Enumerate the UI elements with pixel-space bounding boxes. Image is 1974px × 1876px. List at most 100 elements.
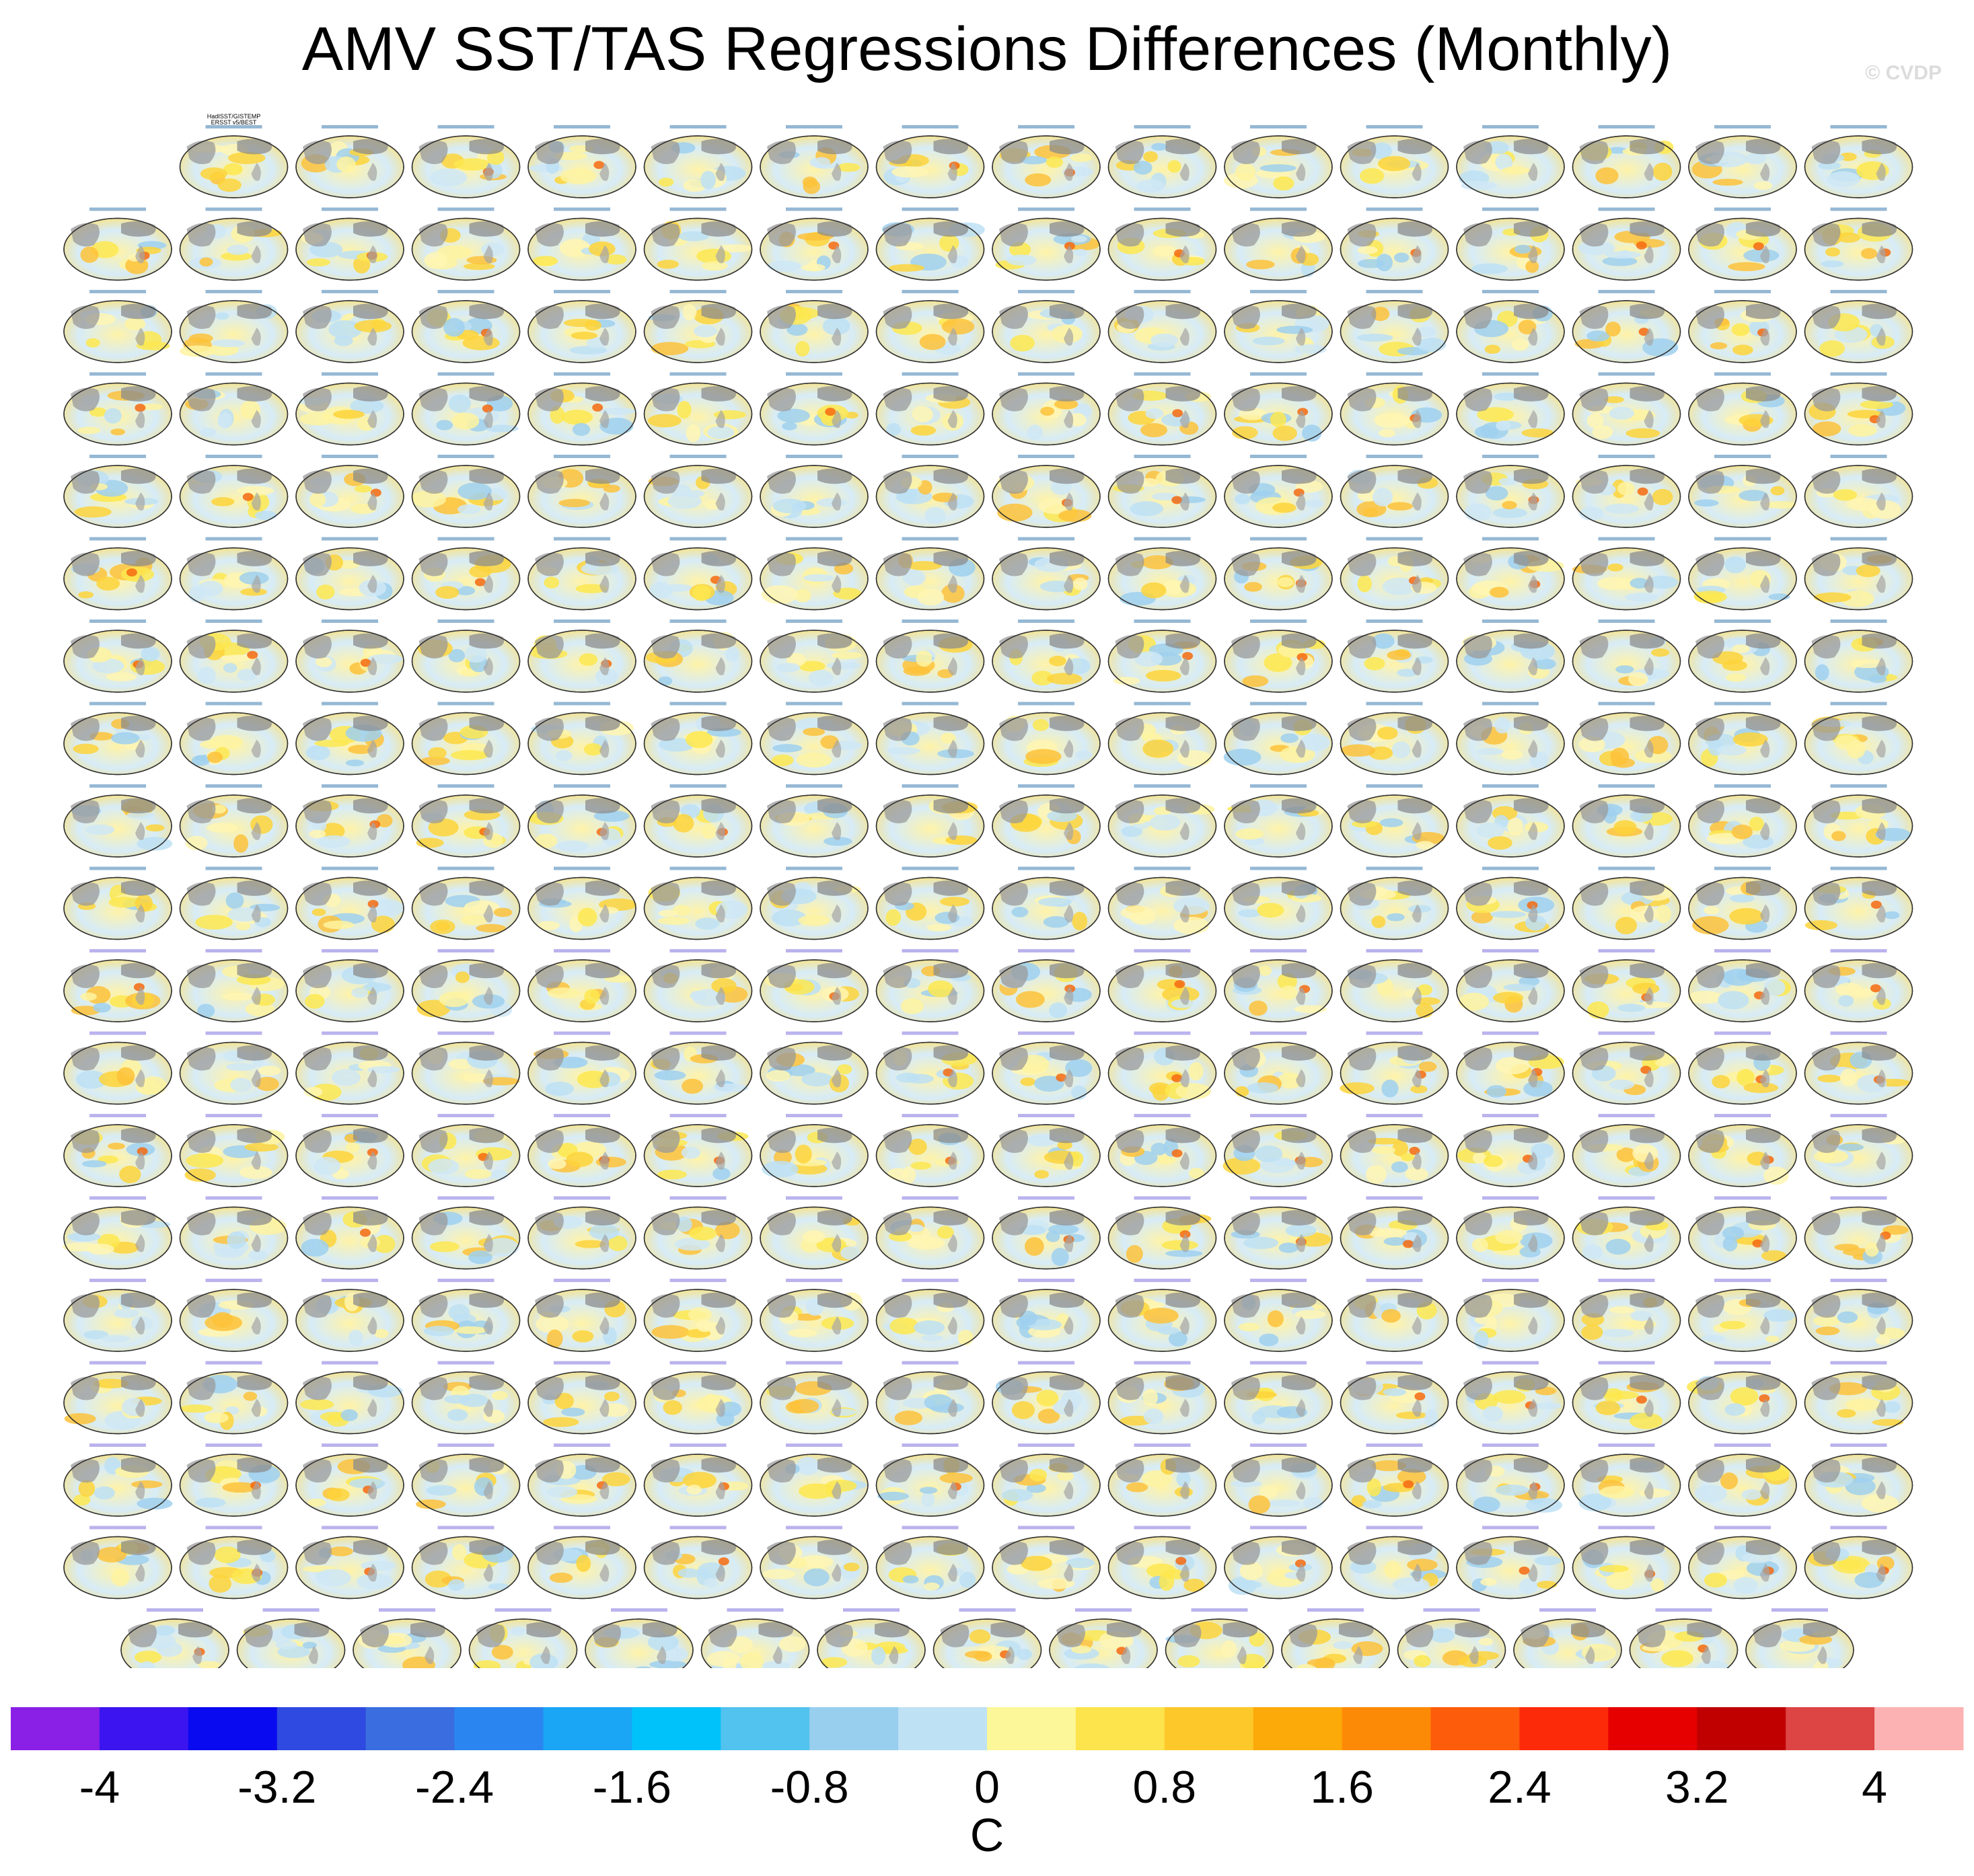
- map-panel: [1456, 1526, 1565, 1600]
- colorbar-swatch: [1253, 1707, 1343, 1750]
- map-panel: [295, 702, 404, 776]
- map-panel: [1340, 207, 1449, 281]
- map-panel: [1340, 1196, 1449, 1270]
- map-panel: [1107, 537, 1217, 611]
- map-panel: [1572, 702, 1681, 776]
- map-panel: [63, 1114, 172, 1187]
- map-panel: [1804, 1114, 1913, 1187]
- map-panel: [295, 455, 404, 528]
- map-panel: [1456, 1114, 1565, 1187]
- map-panel: [643, 620, 753, 693]
- map-panel: [527, 125, 636, 198]
- map-panel: [1572, 1443, 1681, 1517]
- map-panel: [1107, 1031, 1217, 1105]
- map-panel: [1804, 125, 1913, 198]
- map-panel: [875, 1361, 985, 1435]
- map-panel: [1224, 620, 1333, 693]
- map-panel: [1340, 537, 1449, 611]
- map-panel: [527, 1196, 636, 1270]
- map-panel: [1224, 1031, 1333, 1105]
- map-panel: [411, 125, 521, 198]
- map-panel: [179, 1114, 289, 1187]
- colorbar-tick-label: 3.2: [1665, 1762, 1729, 1813]
- map-panel: [1688, 1031, 1797, 1105]
- map-panel: [1340, 1031, 1449, 1105]
- map-panel: [1340, 949, 1449, 1022]
- colorbar-tick-label: 2.4: [1488, 1762, 1551, 1813]
- map-panel: [527, 1279, 636, 1352]
- map-panel: [179, 784, 289, 858]
- map-panel: [992, 125, 1101, 198]
- map-panel: [643, 1526, 753, 1600]
- map-panel: [875, 372, 985, 446]
- map-panel: [295, 1031, 404, 1105]
- map-panel: [179, 125, 289, 198]
- map-panel: [1340, 1526, 1449, 1600]
- map-panel: [760, 372, 869, 446]
- map-panel: [875, 702, 985, 776]
- map-panel: [643, 866, 753, 940]
- map-panel: [179, 620, 289, 693]
- map-panel: [875, 207, 985, 281]
- map-panel: [1688, 1443, 1797, 1517]
- map-panel: [1456, 207, 1565, 281]
- map-panel: [1572, 1031, 1681, 1105]
- map-panel: [236, 1608, 346, 1668]
- map-panel: [760, 125, 869, 198]
- map-panel: [295, 949, 404, 1022]
- map-panel: [992, 620, 1101, 693]
- map-panel: [1688, 1279, 1797, 1352]
- map-panel: [643, 1443, 753, 1517]
- map-panel: [875, 1279, 985, 1352]
- map-panel: [295, 620, 404, 693]
- map-panel: [63, 537, 172, 611]
- map-panel: [411, 372, 521, 446]
- map-panel: [1688, 866, 1797, 940]
- map-panel: [1224, 1196, 1333, 1270]
- map-panel: [1572, 1114, 1681, 1187]
- map-panel: [1804, 949, 1913, 1022]
- map-panel: [1688, 537, 1797, 611]
- map-panel: [63, 207, 172, 281]
- map-panel: [1224, 1361, 1333, 1435]
- map-panel: [1340, 455, 1449, 528]
- map-panel: [1688, 784, 1797, 858]
- map-panel: [1688, 1114, 1797, 1187]
- map-panel: [1397, 1608, 1506, 1668]
- map-panel: [1456, 866, 1565, 940]
- map-panel: [1107, 620, 1217, 693]
- map-panel: [643, 1196, 753, 1270]
- map-panel: [1688, 455, 1797, 528]
- map-panel: [1456, 1031, 1565, 1105]
- map-panel: [1804, 620, 1913, 693]
- map-panel: [179, 1279, 289, 1352]
- colorbar-tick-label: -0.8: [770, 1762, 849, 1813]
- map-panel: [875, 290, 985, 363]
- map-panel: [1224, 455, 1333, 528]
- map-panel: [1224, 1279, 1333, 1352]
- map-panel: [1456, 1361, 1565, 1435]
- map-panel: [760, 1279, 869, 1352]
- map-panel: [411, 702, 521, 776]
- map-panel: [1572, 125, 1681, 198]
- map-panel: [643, 207, 753, 281]
- map-panel: [63, 1526, 172, 1600]
- map-panel: [1107, 372, 1217, 446]
- map-panel: [1688, 1196, 1797, 1270]
- map-panel: [1456, 290, 1565, 363]
- map-panel: [643, 455, 753, 528]
- map-panel: [875, 620, 985, 693]
- map-panel: [179, 866, 289, 940]
- map-panel: [411, 455, 521, 528]
- map-panel: [468, 1608, 578, 1668]
- map-panel: [411, 784, 521, 858]
- colorbar-swatch: [1608, 1707, 1697, 1750]
- map-panel: [760, 537, 869, 611]
- map-panel: [760, 1361, 869, 1435]
- map-panel: [1572, 1196, 1681, 1270]
- map-panel: [411, 949, 521, 1022]
- map-panel: [1224, 537, 1333, 611]
- map-panel: [1224, 949, 1333, 1022]
- map-panel: [760, 949, 869, 1022]
- map-panel: [295, 372, 404, 446]
